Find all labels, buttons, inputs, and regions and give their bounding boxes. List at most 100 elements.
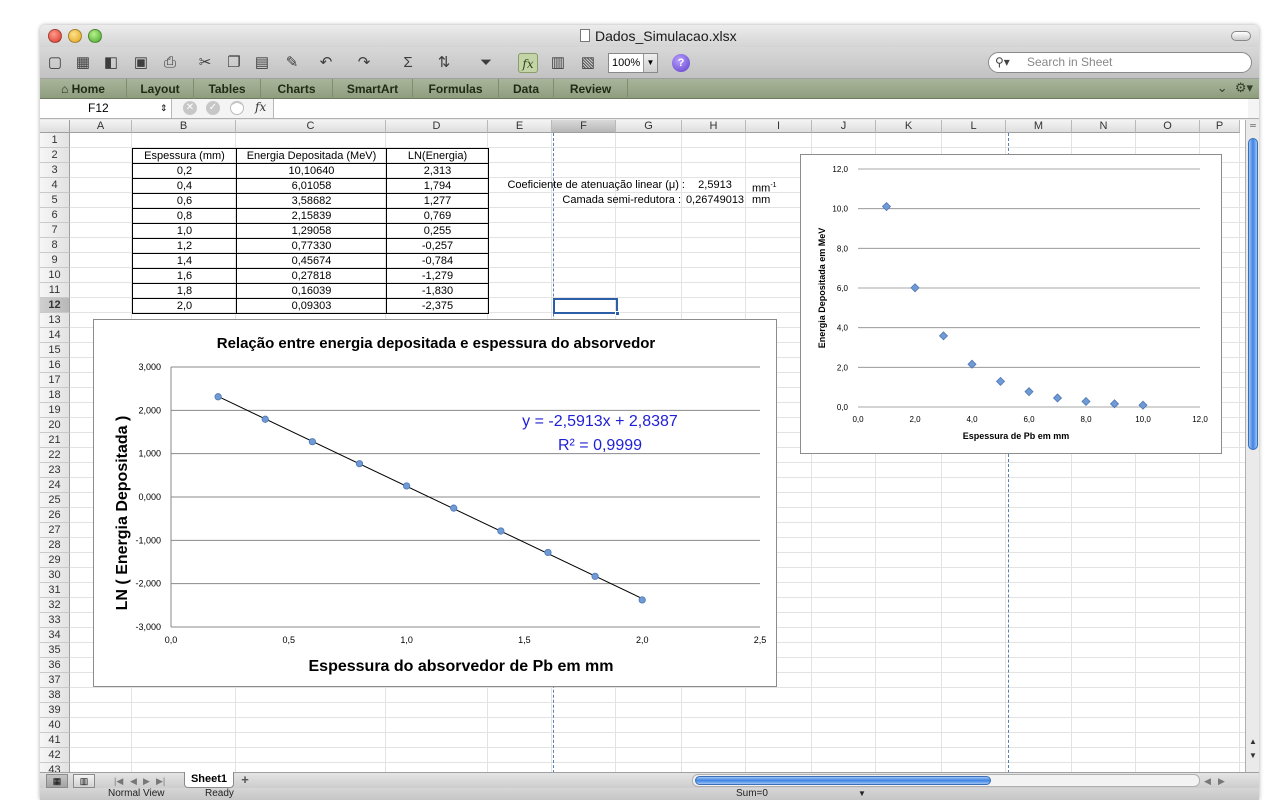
tab-home[interactable]: ⌂ Home: [40, 79, 127, 99]
add-sheet-button[interactable]: +: [241, 772, 249, 787]
new-icon[interactable]: ▢: [47, 54, 63, 71]
column-header-g[interactable]: G: [616, 120, 682, 133]
copy-icon[interactable]: ❐: [227, 54, 241, 71]
table-header-cell[interactable]: Energia Depositada (MeV): [236, 148, 387, 164]
table-cell[interactable]: 0,27818: [236, 268, 387, 284]
horizontal-scrollbar[interactable]: [692, 774, 1200, 787]
table-cell[interactable]: 2,0: [132, 298, 237, 314]
column-header-b[interactable]: B: [132, 120, 236, 133]
row-header-20[interactable]: 20: [40, 418, 70, 433]
column-header-a[interactable]: A: [70, 120, 132, 133]
undo-icon[interactable]: ↶: [319, 54, 333, 71]
table-cell[interactable]: 0,2: [132, 163, 237, 179]
zoom-select[interactable]: 100% ▼: [608, 53, 658, 73]
scroll-up-icon[interactable]: ▲: [1249, 737, 1257, 746]
row-header-18[interactable]: 18: [40, 388, 70, 403]
table-cell[interactable]: 1,4: [132, 253, 237, 269]
table-cell[interactable]: 2,15839: [236, 208, 387, 224]
help-icon[interactable]: ?: [672, 54, 690, 72]
column-header-m[interactable]: M: [1006, 120, 1072, 133]
chevron-down-icon[interactable]: ▼: [858, 789, 866, 798]
normal-view-button[interactable]: ▦: [46, 774, 68, 788]
row-header-23[interactable]: 23: [40, 463, 70, 478]
row-header-39[interactable]: 39: [40, 703, 70, 718]
column-header-d[interactable]: D: [386, 120, 488, 133]
prev-sheet-icon[interactable]: ◀: [130, 776, 137, 786]
row-header-28[interactable]: 28: [40, 538, 70, 553]
column-header-h[interactable]: H: [682, 120, 746, 133]
next-sheet-icon[interactable]: ▶: [143, 776, 150, 786]
ribbon-options-icon[interactable]: ⌄ ⚙▾: [1216, 80, 1253, 95]
scroll-left-icon[interactable]: ◀: [1204, 776, 1211, 786]
fx-icon[interactable]: fx: [255, 100, 267, 114]
confirm-entry-icon[interactable]: ✓: [206, 101, 220, 115]
row-header-26[interactable]: 26: [40, 508, 70, 523]
row-header-24[interactable]: 24: [40, 478, 70, 493]
media-browser-icon[interactable]: ▧: [580, 54, 596, 71]
table-cell[interactable]: -1,279: [386, 268, 489, 284]
vertical-scroll-thumb[interactable]: [1248, 138, 1258, 450]
hvl-value[interactable]: 0,26749013: [685, 194, 745, 206]
table-cell[interactable]: 1,2: [132, 238, 237, 254]
table-cell[interactable]: 0,45674: [236, 253, 387, 269]
scroll-right-icon[interactable]: ▶: [1218, 776, 1225, 786]
row-header-10[interactable]: 10: [40, 268, 70, 283]
page-layout-view-button[interactable]: ▥: [73, 774, 95, 788]
row-header-1[interactable]: 1: [40, 133, 70, 148]
row-header-15[interactable]: 15: [40, 343, 70, 358]
row-header-4[interactable]: 4: [40, 178, 70, 193]
sum-status[interactable]: Sum=0: [736, 788, 768, 799]
split-handle-icon[interactable]: ═: [1250, 121, 1256, 130]
tab-layout[interactable]: Layout: [127, 79, 194, 99]
column-header-l[interactable]: L: [942, 120, 1006, 133]
search-field[interactable]: ⚲▾ Search in Sheet: [988, 52, 1252, 73]
vertical-scrollbar[interactable]: ═ ▲ ▼: [1245, 120, 1259, 772]
formula-input[interactable]: [273, 99, 1248, 118]
filter-icon[interactable]: ⏷: [479, 54, 492, 71]
tab-data[interactable]: Data: [499, 79, 554, 99]
row-header-41[interactable]: 41: [40, 733, 70, 748]
row-header-21[interactable]: 21: [40, 433, 70, 448]
select-all-button[interactable]: [40, 120, 70, 133]
table-cell[interactable]: 1,8: [132, 283, 237, 299]
table-cell[interactable]: 1,794: [386, 178, 489, 194]
row-header-32[interactable]: 32: [40, 598, 70, 613]
fill-handle[interactable]: [615, 311, 620, 316]
column-header-e[interactable]: E: [488, 120, 552, 133]
column-header-i[interactable]: I: [746, 120, 812, 133]
open-icon[interactable]: ◧: [103, 54, 119, 71]
tab-formulas[interactable]: Formulas: [413, 79, 499, 99]
mu-label[interactable]: Coeficiente de atenuação linear (μ) :: [507, 179, 685, 191]
hvl-unit[interactable]: mm: [752, 194, 771, 206]
tab-review[interactable]: Review: [554, 79, 628, 99]
table-cell[interactable]: -1,830: [386, 283, 489, 299]
close-window-button[interactable]: [48, 29, 62, 43]
table-cell[interactable]: 1,6: [132, 268, 237, 284]
scroll-down-icon[interactable]: ▼: [1249, 751, 1257, 760]
row-header-40[interactable]: 40: [40, 718, 70, 733]
row-header-2[interactable]: 2: [40, 148, 70, 163]
column-header-k[interactable]: K: [876, 120, 942, 133]
cancel-entry-icon[interactable]: ✕: [183, 101, 197, 115]
row-header-38[interactable]: 38: [40, 688, 70, 703]
table-cell[interactable]: 0,769: [386, 208, 489, 224]
table-cell[interactable]: -0,257: [386, 238, 489, 254]
first-sheet-icon[interactable]: |◀: [114, 776, 124, 786]
table-cell[interactable]: -2,375: [386, 298, 489, 314]
column-header-o[interactable]: O: [1136, 120, 1200, 133]
row-header-30[interactable]: 30: [40, 568, 70, 583]
save-icon[interactable]: ▣: [133, 54, 149, 71]
row-header-33[interactable]: 33: [40, 613, 70, 628]
table-cell[interactable]: 2,313: [386, 163, 489, 179]
table-header-cell[interactable]: LN(Energia): [386, 148, 489, 164]
table-cell[interactable]: 0,77330: [236, 238, 387, 254]
row-header-13[interactable]: 13: [40, 313, 70, 328]
row-header-9[interactable]: 9: [40, 253, 70, 268]
tab-smartart[interactable]: SmartArt: [333, 79, 413, 99]
sheet-tab-sheet1[interactable]: Sheet1: [184, 772, 234, 788]
table-cell[interactable]: 3,58682: [236, 193, 387, 209]
hvl-label[interactable]: Camada semi-redutora :: [562, 194, 681, 206]
table-cell[interactable]: 0,255: [386, 223, 489, 239]
table-cell[interactable]: 1,0: [132, 223, 237, 239]
